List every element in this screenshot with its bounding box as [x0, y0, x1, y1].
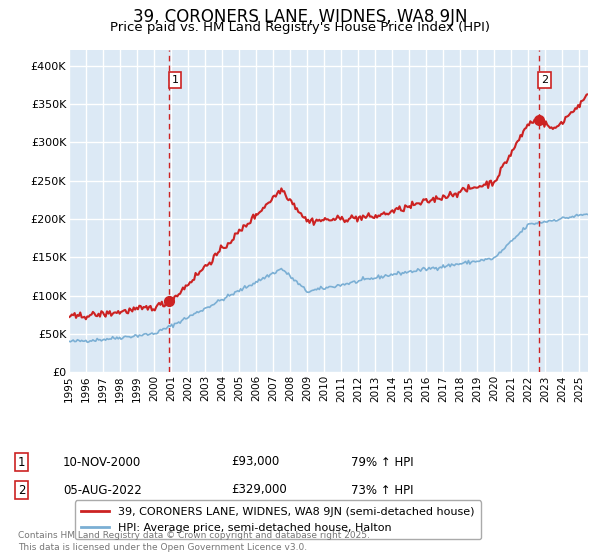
Text: 05-AUG-2022: 05-AUG-2022	[63, 483, 142, 497]
Text: Price paid vs. HM Land Registry's House Price Index (HPI): Price paid vs. HM Land Registry's House …	[110, 21, 490, 34]
Text: 73% ↑ HPI: 73% ↑ HPI	[351, 483, 413, 497]
Text: 1: 1	[172, 75, 178, 85]
Text: 1: 1	[18, 455, 25, 469]
Text: £93,000: £93,000	[231, 455, 279, 469]
Text: 2: 2	[18, 483, 25, 497]
Text: 10-NOV-2000: 10-NOV-2000	[63, 455, 141, 469]
Text: 2: 2	[541, 75, 548, 85]
Text: Contains HM Land Registry data © Crown copyright and database right 2025.
This d: Contains HM Land Registry data © Crown c…	[18, 531, 370, 552]
Text: 39, CORONERS LANE, WIDNES, WA8 9JN: 39, CORONERS LANE, WIDNES, WA8 9JN	[133, 8, 467, 26]
Text: 79% ↑ HPI: 79% ↑ HPI	[351, 455, 413, 469]
Text: £329,000: £329,000	[231, 483, 287, 497]
Legend: 39, CORONERS LANE, WIDNES, WA8 9JN (semi-detached house), HPI: Average price, se: 39, CORONERS LANE, WIDNES, WA8 9JN (semi…	[74, 500, 481, 539]
